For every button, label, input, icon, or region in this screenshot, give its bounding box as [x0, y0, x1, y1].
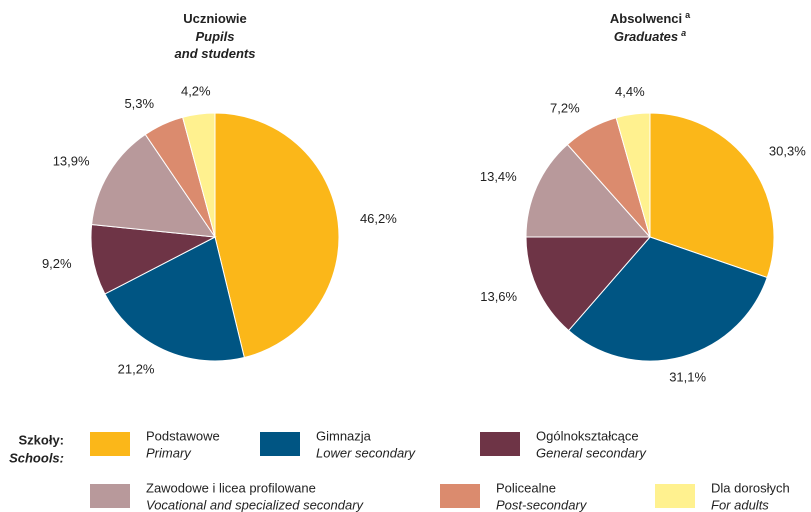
subtitle-note: a — [681, 28, 686, 38]
legend-label: Zawodowe i licea profilowane — [146, 480, 316, 495]
pie-slice — [615, 112, 651, 238]
chart-subtitle: and students — [175, 46, 256, 61]
legend-label: Ogólnokształcące — [536, 428, 639, 443]
legend-label-en: Lower secondary — [316, 445, 416, 460]
legend-label-en: General secondary — [536, 445, 647, 460]
chart-title-text: Absolwenci — [610, 11, 682, 26]
legend-label: Dla dorosłych — [711, 480, 790, 495]
chart-title: Uczniowie — [183, 11, 247, 26]
data-label: 5,3% — [124, 96, 154, 111]
legend-swatch — [440, 484, 480, 508]
legend-swatch — [480, 432, 520, 456]
legend-swatch — [90, 432, 130, 456]
chart-subtitle: Pupils — [195, 29, 234, 44]
pie-slice — [91, 133, 217, 238]
data-label: 9,2% — [42, 256, 72, 271]
data-label: 46,2% — [360, 211, 397, 226]
legend-label-en: Vocational and specialized secondary — [146, 497, 365, 512]
legend-label-en: Primary — [146, 445, 192, 460]
data-label: 31,1% — [669, 370, 706, 385]
data-label: 4,2% — [181, 84, 211, 99]
legend-title: Szkoły: — [18, 432, 64, 447]
chart-title-text: Uczniowie — [183, 11, 247, 26]
legend-swatch — [90, 484, 130, 508]
data-label: 21,2% — [118, 361, 155, 376]
legend-swatch — [655, 484, 695, 508]
data-label: 30,3% — [769, 144, 806, 159]
legend-label: Policealne — [496, 480, 556, 495]
subtitle-text: and students — [175, 46, 256, 61]
data-label: 13,9% — [53, 154, 90, 169]
pie-slice — [214, 112, 340, 359]
chart-title: Absolwenci a — [610, 10, 691, 26]
pie-slice — [649, 112, 775, 279]
legend-label: Gimnazja — [316, 428, 372, 443]
legend-label-en: Post-secondary — [496, 497, 588, 512]
subtitle-text: Graduates — [614, 29, 678, 44]
data-label: 7,2% — [550, 100, 580, 115]
title-note: a — [685, 10, 691, 20]
legend-label: Podstawowe — [146, 428, 220, 443]
legend-swatch — [260, 432, 300, 456]
legend-title-en: Schools: — [9, 450, 64, 465]
data-label: 13,4% — [480, 169, 517, 184]
legend-label-en: For adults — [711, 497, 769, 512]
subtitle-text: Pupils — [195, 29, 234, 44]
data-label: 13,6% — [480, 289, 517, 304]
pie-slice — [104, 236, 245, 362]
pie-slice — [567, 236, 768, 362]
chart-subtitle: Graduates a — [614, 28, 686, 44]
data-label: 4,4% — [615, 84, 645, 99]
pie-slice — [525, 236, 652, 332]
pie-slice — [525, 143, 652, 238]
pie-slice — [182, 112, 216, 238]
